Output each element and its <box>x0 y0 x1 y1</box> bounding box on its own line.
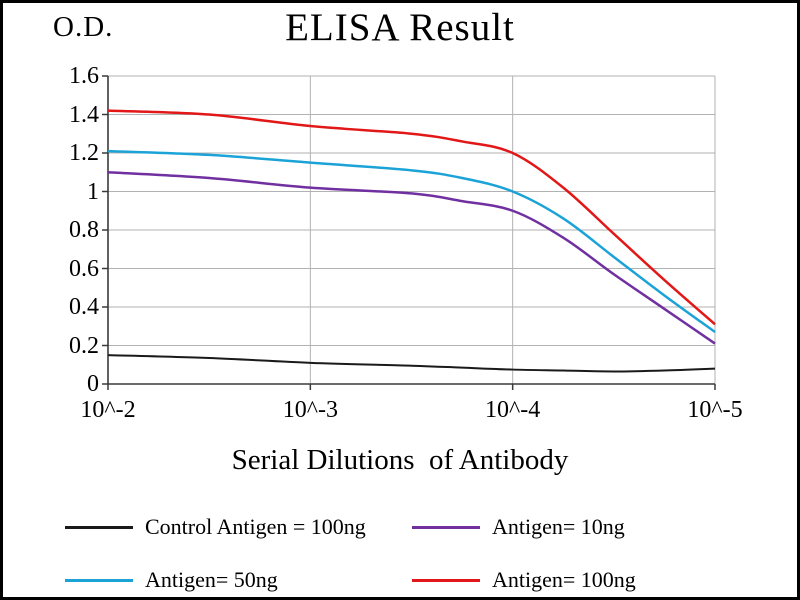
series-line-3 <box>107 109 716 326</box>
y-tick-label: 0.6 <box>69 255 99 282</box>
x-tick-label: 10^-2 <box>80 397 136 423</box>
y-tick-label: 1.6 <box>69 63 99 89</box>
series-line-0 <box>107 354 716 373</box>
chart-title: ELISA Result <box>285 6 515 49</box>
y-axis-corner-label: O.D. <box>53 11 114 43</box>
legend-swatch-line <box>412 525 480 529</box>
y-tick-label: 1.2 <box>69 140 99 166</box>
y-tick-label: 0.8 <box>69 217 99 243</box>
x-tick-label: 10^-4 <box>485 397 541 423</box>
y-tick-label: 0.2 <box>69 332 99 359</box>
legend-label: Control Antigen = 100ng <box>145 514 366 539</box>
legend-swatch-line <box>412 578 480 582</box>
y-tick-label: 0 <box>87 371 99 397</box>
legend-swatch-line <box>65 525 133 529</box>
legend-swatch-line <box>65 578 133 582</box>
plot-area <box>102 75 716 390</box>
series-line-1 <box>107 171 716 345</box>
legend-item: Antigen= 10ng <box>412 514 759 540</box>
legend: Control Antigen = 100ng Antigen= 10ng Anti… <box>65 514 759 593</box>
series-line-2 <box>107 149 716 334</box>
legend-item: Antigen= 100ng <box>412 567 759 593</box>
x-axis-label: Serial Dilutions of Antibody <box>231 444 569 476</box>
y-tick-label: 1.4 <box>69 101 99 128</box>
y-tick-label: 1 <box>87 178 99 205</box>
legend-label: Antigen= 100ng <box>492 567 636 592</box>
legend-label: Antigen= 50ng <box>145 567 278 592</box>
legend-item: Antigen= 50ng <box>65 567 412 593</box>
legend-label: Antigen= 10ng <box>492 514 625 539</box>
legend-item: Control Antigen = 100ng <box>65 514 412 540</box>
x-tick-label: 10^-5 <box>687 397 743 423</box>
x-tick-label: 10^-3 <box>282 397 338 423</box>
y-tick-label: 0.4 <box>69 294 99 320</box>
